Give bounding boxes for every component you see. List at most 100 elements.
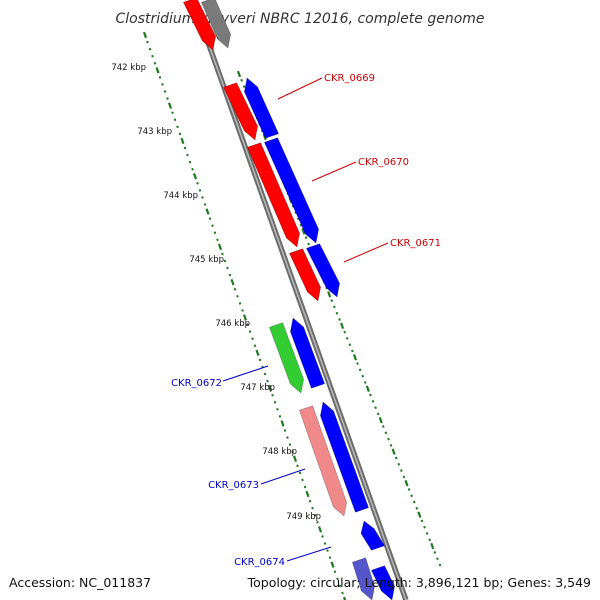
right-tick xyxy=(397,462,401,466)
gene-label-ckr-0671[interactable]: CKR_0671 xyxy=(390,238,441,249)
gene-arrow-pink[interactable] xyxy=(299,405,347,517)
gene-arrow-blue-2[interactable] xyxy=(263,137,319,244)
left-tick xyxy=(246,323,249,326)
gene-arrow-blue-6[interactable] xyxy=(360,520,386,551)
gene-arrow-blue-8[interactable] xyxy=(370,565,395,600)
gene-arrow-blue-3[interactable] xyxy=(305,243,340,298)
right-tick xyxy=(400,469,403,472)
right-tick xyxy=(378,417,383,424)
left-tick xyxy=(161,83,164,86)
left-tick xyxy=(192,173,198,180)
left-tick xyxy=(226,266,229,270)
left-tick xyxy=(278,415,282,418)
gene-arrow-red-top[interactable] xyxy=(182,0,216,51)
left-tick xyxy=(286,436,289,439)
left-tick xyxy=(238,302,242,305)
right-tick xyxy=(335,311,339,315)
left-tick xyxy=(167,102,173,109)
gene-label-ckr-0669[interactable]: CKR_0669 xyxy=(324,73,375,84)
gene-arrow-red-3[interactable] xyxy=(288,248,321,302)
right-tick xyxy=(333,305,336,309)
gene-label-ckr-0670[interactable]: CKR_0670 xyxy=(358,157,409,168)
left-tick xyxy=(276,407,279,411)
gene-arrow-green[interactable] xyxy=(269,322,304,394)
right-tick xyxy=(381,425,385,428)
right-tick xyxy=(301,228,306,235)
left-tick xyxy=(263,372,267,376)
right-tick xyxy=(240,78,243,82)
gene-label-ckr-0672[interactable]: CKR_0672 xyxy=(171,378,222,389)
right-tick xyxy=(296,217,300,221)
kbp-label-745: 745 kbp xyxy=(189,255,224,265)
callout-line-ckr-0672 xyxy=(222,365,269,382)
left-tick xyxy=(308,499,312,503)
left-tick xyxy=(180,137,185,145)
right-tick xyxy=(391,448,396,455)
gene-arrow-blue-4[interactable] xyxy=(290,317,325,389)
left-tick xyxy=(296,464,299,468)
gene-arrow-red-1[interactable] xyxy=(222,82,258,141)
left-tick xyxy=(230,278,235,286)
kbp-label-743: 743 kbp xyxy=(137,127,172,137)
gene-arrow-grey-top[interactable] xyxy=(200,0,231,49)
callout-line-ckr-0673 xyxy=(260,468,306,485)
right-tick xyxy=(351,349,354,353)
callout-line-ckr-0669 xyxy=(277,77,323,100)
left-tick xyxy=(158,76,162,79)
left-tick xyxy=(223,259,227,263)
left-tick xyxy=(203,203,207,206)
callout-line-ckr-0674 xyxy=(286,546,332,562)
gene-label-ckr-0673[interactable]: CKR_0673 xyxy=(208,480,259,491)
genome-summary-text: Topology: circular; Length: 3,896,121 bp… xyxy=(247,575,591,590)
gene-arrow-red-2[interactable] xyxy=(246,142,300,248)
left-tick xyxy=(273,400,277,404)
left-tick xyxy=(321,535,324,538)
map-title: Clostridium kluyveri NBRC 12016, complet… xyxy=(115,11,484,27)
kbp-label-746: 746 kbp xyxy=(215,319,250,329)
left-tick xyxy=(186,153,189,157)
left-tick xyxy=(326,549,329,552)
callout-line-ckr-0670 xyxy=(311,161,357,182)
right-tick xyxy=(410,494,413,498)
right-tick xyxy=(425,532,429,535)
left-tick xyxy=(266,379,269,383)
left-tick xyxy=(328,556,332,559)
right-tick xyxy=(417,511,422,518)
left-tick xyxy=(333,570,337,574)
left-tick xyxy=(196,181,199,185)
right-tick xyxy=(415,506,419,510)
left-tick xyxy=(253,344,257,348)
gene-label-ckr-0674[interactable]: CKR_0674 xyxy=(234,557,285,568)
left-tick xyxy=(292,455,298,462)
left-tick xyxy=(288,443,292,446)
left-tick xyxy=(311,506,314,510)
left-tick xyxy=(317,526,323,533)
left-tick xyxy=(205,208,210,215)
right-tick xyxy=(389,444,393,447)
left-tick xyxy=(298,471,302,475)
left-tick xyxy=(142,31,148,39)
gene-arrow-blue-1[interactable] xyxy=(244,77,280,139)
left-tick xyxy=(271,393,274,397)
right-tick xyxy=(394,456,398,460)
left-tick xyxy=(301,478,304,482)
left-tick xyxy=(151,54,154,58)
right-tick xyxy=(348,343,352,347)
right-tick xyxy=(430,542,435,550)
left-tick xyxy=(163,90,167,93)
left-tick xyxy=(178,132,182,136)
right-tick xyxy=(376,412,380,416)
right-tick xyxy=(384,431,388,435)
right-tick xyxy=(374,406,377,409)
gene-arrow-blue-5[interactable] xyxy=(320,401,369,513)
left-tick xyxy=(330,561,335,568)
right-tick xyxy=(343,330,346,334)
left-tick xyxy=(248,330,252,333)
gene-arrow-blue-7[interactable] xyxy=(352,557,375,600)
left-tick xyxy=(267,384,273,392)
kbp-label-742: 742 kbp xyxy=(111,63,146,73)
accession-text: Accession: NC_011837 xyxy=(9,575,151,590)
left-tick xyxy=(188,160,192,164)
left-tick xyxy=(291,450,294,454)
left-tick xyxy=(242,314,248,321)
